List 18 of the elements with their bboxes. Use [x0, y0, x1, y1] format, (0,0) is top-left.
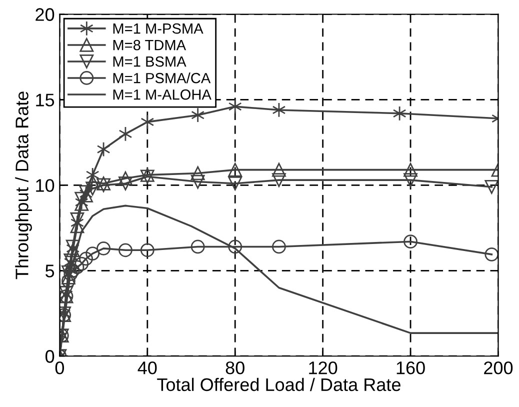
- legend-label: M=8 TDMA: [113, 40, 186, 50]
- x-axis-title: Total Offered Load / Data Rate: [157, 378, 400, 392]
- y-tick-label: 15: [36, 94, 54, 106]
- y-axis-title: Throughput / Data Rate: [15, 92, 32, 280]
- y-tick-label: 10: [36, 179, 54, 192]
- x-tick-label: 0: [55, 361, 64, 374]
- y-tick-label: 0: [45, 350, 54, 363]
- legend-label: M=1 BSMA: [113, 56, 186, 67]
- y-tick-label: 20: [36, 8, 54, 21]
- x-tick-label: 120: [309, 361, 338, 374]
- legend-label: M=1 M-ALOHA: [113, 89, 212, 100]
- y-tick-label: 5: [46, 264, 54, 278]
- x-tick-label: 200: [484, 361, 513, 374]
- x-tick-label: 80: [226, 361, 244, 374]
- legend-label: M=1 PSMA/CA: [113, 72, 211, 84]
- x-tick-label: 40: [138, 361, 157, 374]
- x-tick-label: 160: [396, 361, 425, 374]
- legend-label: M=1 M-PSMA: [113, 23, 204, 34]
